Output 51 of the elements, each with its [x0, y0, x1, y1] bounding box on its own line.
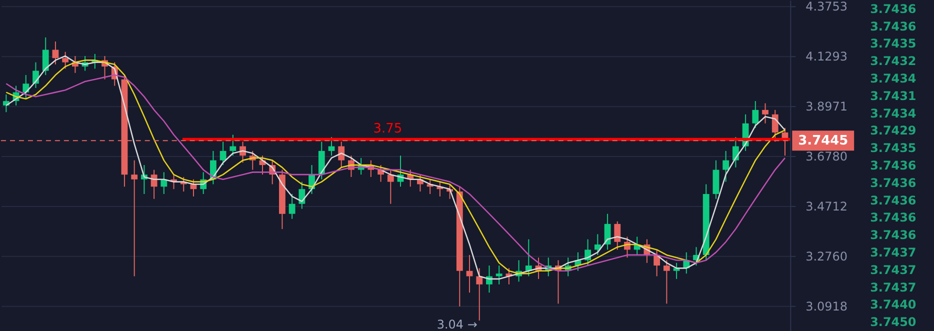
- text: 3.7436: [870, 176, 916, 190]
- candlestick: [52, 41, 59, 65]
- ref-line-label: 3.75: [373, 121, 402, 136]
- candlestick: [762, 102, 768, 124]
- y-tick-label: 3.6780: [806, 150, 848, 164]
- candlestick: [525, 238, 532, 277]
- candlestick: [42, 36, 49, 76]
- candlestick: [466, 254, 473, 294]
- candlestick: [22, 74, 30, 100]
- text: 3.7435: [870, 141, 916, 156]
- y-tick-label: 4.1293: [806, 50, 848, 64]
- ref-line-label: 3.7445: [798, 134, 848, 149]
- text: 3.7431: [870, 88, 916, 103]
- candlestick: [496, 265, 502, 285]
- y-tick-label: 3.4712: [806, 200, 848, 214]
- y-tick-label: 3.8971: [806, 100, 848, 114]
- candlestick: [288, 193, 296, 220]
- text: 3.7435: [870, 36, 916, 51]
- text: 3.7434: [870, 71, 916, 86]
- text: 3.7432: [870, 54, 916, 68]
- candlestick: [663, 260, 670, 304]
- candlestick: [614, 220, 621, 250]
- annotation: 3.04 →: [436, 318, 478, 331]
- y-tick-label: 3.0918: [806, 299, 848, 314]
- candlestick: [131, 160, 138, 277]
- text: 3.7436: [870, 2, 916, 16]
- text: 3.7429: [870, 124, 916, 138]
- text: 3.7437: [870, 246, 916, 260]
- y-tick-label: 4.3753: [806, 0, 848, 14]
- text: 3.7437: [870, 280, 916, 294]
- candlestick: [62, 51, 69, 70]
- text: 3.7440: [870, 298, 916, 312]
- candlestick: [298, 181, 306, 210]
- text: 3.7436: [870, 210, 916, 225]
- text: 3.7436: [870, 19, 916, 34]
- candlestick: [318, 141, 325, 180]
- candlestick: [328, 136, 335, 156]
- text: 3.7436: [870, 228, 916, 242]
- candlestick: [220, 141, 226, 166]
- text: 3.7436: [870, 158, 916, 172]
- text: 3.7436: [870, 193, 916, 208]
- text: 3.7450: [870, 315, 916, 330]
- candlestick: [387, 169, 394, 204]
- candlestick: [722, 150, 730, 182]
- text: 3.7434: [870, 106, 916, 120]
- text: 3.7437: [870, 262, 916, 277]
- candlestick: [476, 268, 483, 322]
- candlestick: [752, 100, 759, 128]
- y-tick-label: 3.2760: [806, 249, 848, 264]
- candlestick: [230, 134, 236, 156]
- candlestick: [338, 141, 345, 168]
